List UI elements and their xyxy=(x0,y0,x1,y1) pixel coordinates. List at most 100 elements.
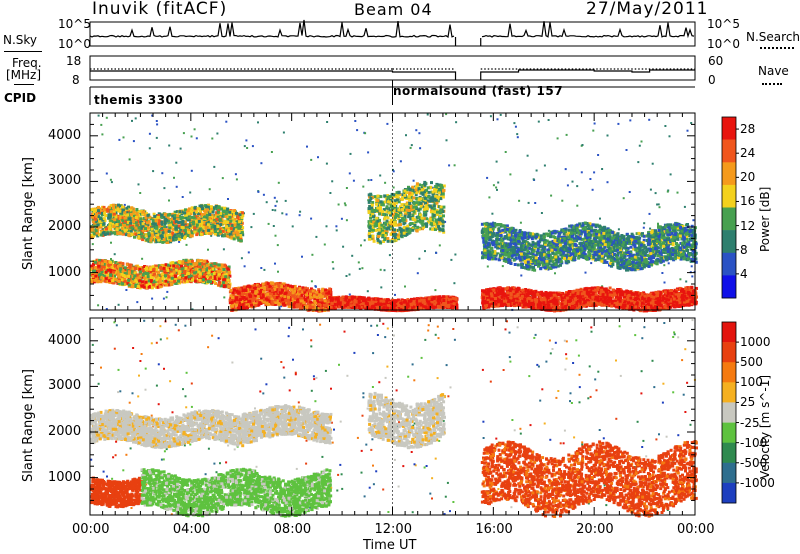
echo-cell xyxy=(112,225,115,228)
scatter-point xyxy=(393,187,395,189)
scatter-point xyxy=(92,243,94,245)
scatter-point xyxy=(271,151,273,153)
scatter-point xyxy=(384,182,386,184)
scatter-point xyxy=(123,136,125,138)
echo-cell xyxy=(155,230,158,233)
echo-cell xyxy=(183,237,186,240)
scatter-point xyxy=(576,205,578,207)
scatter-point xyxy=(664,125,666,127)
scatter-point xyxy=(141,258,143,260)
scatter-point xyxy=(629,119,631,121)
scatter-point xyxy=(207,249,209,251)
scatter-point xyxy=(505,151,507,153)
scatter-point xyxy=(326,225,328,227)
scatter-point xyxy=(285,200,287,202)
scatter-point xyxy=(163,187,165,189)
scatter-point xyxy=(156,120,158,122)
echo-cell xyxy=(112,206,115,209)
echo-cell xyxy=(119,232,122,235)
echo-cell xyxy=(169,224,172,227)
scatter-point xyxy=(663,264,665,266)
scatter-point xyxy=(326,163,328,165)
scatter-point xyxy=(410,147,412,149)
echo-cell xyxy=(146,238,149,241)
scatter-point xyxy=(576,185,578,187)
echo-cell xyxy=(151,234,154,237)
scatter-point xyxy=(691,265,693,267)
echo-cell xyxy=(126,226,129,229)
scatter-point xyxy=(670,173,672,175)
scatter-point xyxy=(544,165,546,167)
scatter-point xyxy=(509,173,511,175)
scatter-point xyxy=(227,198,229,200)
echo-cell xyxy=(209,232,212,235)
scatter-point xyxy=(415,129,417,131)
echo-cell xyxy=(178,210,181,213)
scatter-point xyxy=(161,172,163,174)
scatter-point xyxy=(317,156,319,158)
echo-cell xyxy=(200,204,203,207)
scatter-point xyxy=(245,139,247,141)
scatter-point xyxy=(196,137,198,139)
scatter-point xyxy=(517,136,519,138)
scatter-point xyxy=(335,225,337,227)
scatter-point xyxy=(427,114,429,116)
scatter-point xyxy=(536,170,538,172)
scatter-point xyxy=(491,213,493,215)
echo-cell xyxy=(175,220,178,223)
scatter-point xyxy=(175,162,177,164)
scatter-point xyxy=(268,223,270,225)
echo-cell xyxy=(132,220,135,223)
echo-cell xyxy=(153,215,156,218)
scatter-point xyxy=(191,170,193,172)
echo-cell xyxy=(136,212,139,215)
scatter-point xyxy=(266,201,268,203)
scatter-point xyxy=(656,204,658,206)
echo-cell xyxy=(206,209,209,212)
scatter-point xyxy=(310,218,312,220)
scatter-point xyxy=(648,119,650,121)
scatter-point xyxy=(216,133,218,135)
echo-cell xyxy=(233,209,236,212)
scatter-point xyxy=(367,151,369,153)
echo-cell xyxy=(151,228,154,231)
echo-cell xyxy=(205,205,208,208)
echo-cell xyxy=(165,219,168,222)
scatter-point xyxy=(493,184,495,186)
echo-cell xyxy=(150,237,153,240)
echo-cell xyxy=(145,234,148,237)
echo-cell xyxy=(187,231,190,234)
echo-cell xyxy=(200,233,203,236)
echo-cell xyxy=(178,238,181,241)
scatter-point xyxy=(273,225,275,227)
echo-cell xyxy=(219,218,222,221)
echo-cell xyxy=(168,236,171,239)
echo-cell xyxy=(147,214,150,217)
echo-cell xyxy=(225,215,228,218)
scatter-point xyxy=(299,211,301,213)
scatter-point xyxy=(136,301,138,303)
echo-cell xyxy=(130,206,133,209)
scatter-point xyxy=(557,137,559,139)
scatter-point xyxy=(394,294,396,296)
echo-cell xyxy=(219,230,222,233)
echo-cell xyxy=(240,239,243,242)
echo-cell xyxy=(208,213,211,216)
echo-cell xyxy=(154,222,157,225)
echo-cell xyxy=(225,225,228,228)
scatter-point xyxy=(110,179,112,181)
echo-cell xyxy=(219,223,222,226)
scatter-point xyxy=(550,195,552,197)
scatter-point xyxy=(455,121,457,123)
echo-cell xyxy=(229,220,232,223)
scatter-point xyxy=(168,145,170,147)
scatter-point xyxy=(380,269,382,271)
scatter-point xyxy=(446,139,448,141)
echo-cell xyxy=(167,214,170,217)
echo-cell xyxy=(241,231,244,234)
echo-cell xyxy=(162,231,165,234)
echo-cell xyxy=(238,220,241,223)
echo-cell xyxy=(157,222,160,225)
scatter-point xyxy=(272,209,274,211)
scatter-point xyxy=(487,266,489,268)
